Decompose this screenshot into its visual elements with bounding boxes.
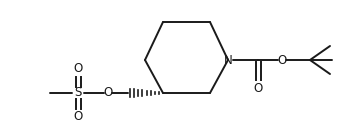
Text: O: O — [73, 63, 82, 76]
Text: O: O — [278, 53, 287, 66]
Text: S: S — [74, 86, 82, 99]
Text: N: N — [224, 53, 232, 66]
Text: O: O — [73, 111, 82, 124]
Text: O: O — [253, 82, 263, 95]
Text: O: O — [103, 86, 113, 99]
